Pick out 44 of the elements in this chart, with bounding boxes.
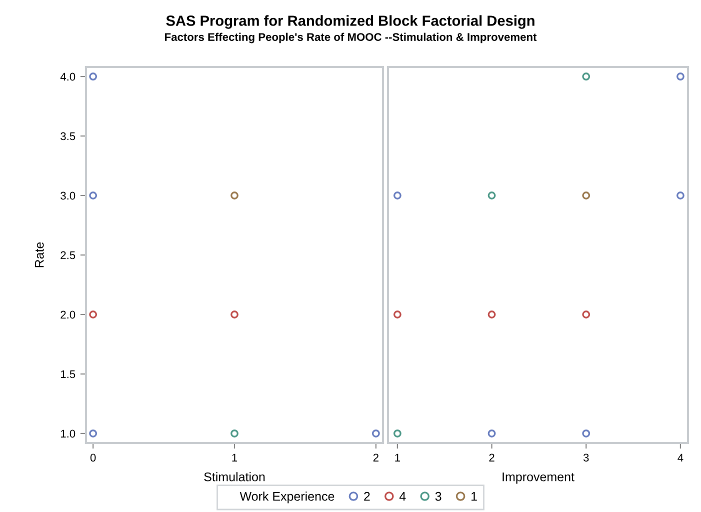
chart-title: SAS Program for Randomized Block Factorial Design: [166, 15, 534, 29]
point: [230, 192, 238, 200]
y-tick-label: 2.0: [60, 310, 76, 319]
x-axis-title: Stimulation: [204, 472, 265, 482]
point: [89, 310, 98, 318]
x-tick-label: 2: [373, 454, 378, 462]
point: [488, 192, 496, 200]
y-axis-title: Rate: [35, 242, 44, 268]
legend-label: 3: [435, 492, 442, 501]
x-tick-label: 2: [489, 454, 494, 462]
y-tick-label: 1.5: [60, 370, 76, 378]
x-tick-label: 0: [90, 454, 96, 462]
x-tick-label: 1: [232, 454, 238, 462]
legend-label: 4: [399, 492, 406, 501]
point: [488, 430, 496, 438]
x-tick-label: 1: [395, 454, 400, 462]
point: [488, 310, 496, 318]
point: [393, 310, 402, 318]
point: [582, 310, 590, 318]
point: [393, 430, 402, 438]
point: [582, 72, 590, 80]
point: [393, 192, 402, 200]
x-tick-label: 3: [583, 454, 589, 462]
x-tick-label: 4: [678, 454, 684, 462]
point: [676, 192, 684, 200]
y-tick-label: 4.0: [60, 72, 76, 81]
legend-title: Work Experience: [240, 492, 334, 504]
point: [582, 430, 590, 438]
point: [676, 72, 684, 80]
point: [89, 430, 98, 438]
point: [89, 192, 98, 200]
point: [372, 430, 380, 438]
y-tick-label: 3.0: [60, 192, 76, 200]
y-tick-label: 3.5: [60, 132, 76, 140]
point: [230, 310, 238, 318]
legend-label: 1: [472, 492, 477, 501]
point: [230, 430, 238, 438]
y-tick-label: 1.0: [60, 430, 76, 438]
point: [89, 72, 98, 80]
y-tick-label: 2.5: [60, 251, 76, 260]
point: [582, 192, 590, 200]
legend-label: 2: [364, 492, 370, 501]
x-axis-title: Improvement: [502, 472, 574, 484]
chart-subtitle: Factors Effecting People's Rate of MOOC --Stimulation & Improvement: [165, 32, 537, 44]
